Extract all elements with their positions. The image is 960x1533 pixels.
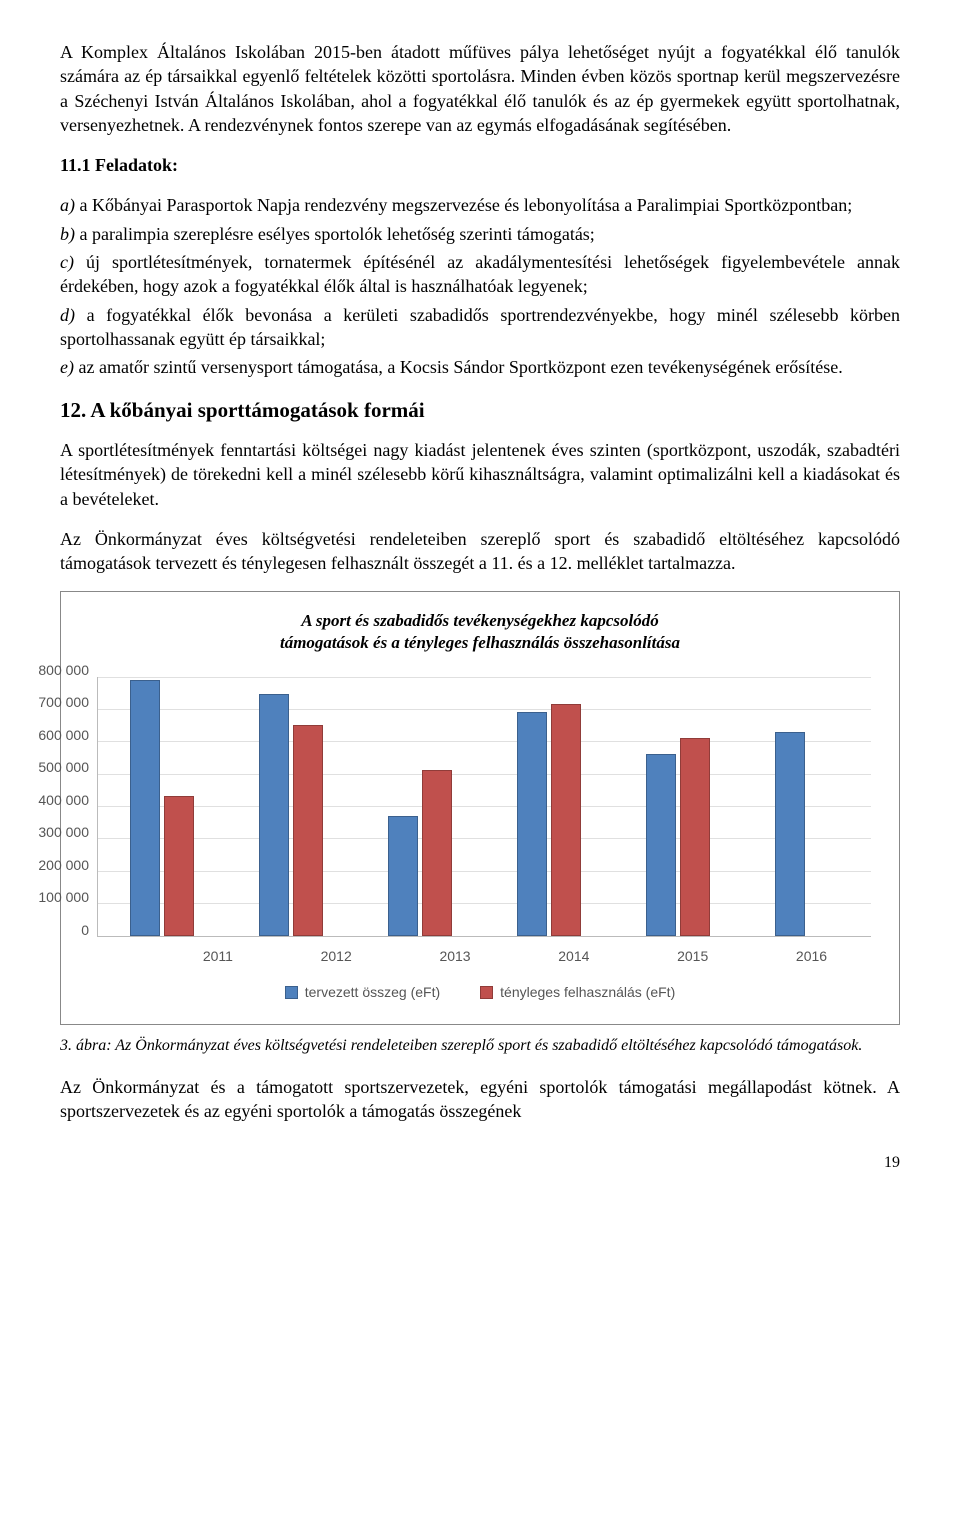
chart-x-tick: 2014 (558, 947, 589, 966)
chart-x-tick: 2012 (321, 947, 352, 966)
page-number: 19 (60, 1152, 900, 1174)
chart-plot-area: 800 000700 000600 000500 000400 000300 0… (89, 677, 871, 937)
task-item-e: e) az amatőr szintű versenysport támogat… (60, 355, 900, 379)
chart-y-axis: 800 000700 000600 000500 000400 000300 0… (89, 677, 97, 937)
chart-bar (775, 732, 805, 936)
task-text: a fogyatékkal élők bevonása a kerületi s… (60, 305, 900, 349)
chart-title: A sport és szabadidős tevékenységekhez k… (89, 610, 871, 654)
chart-plot (97, 677, 871, 937)
chart-legend-swatch (480, 986, 493, 999)
chart-bar (388, 816, 418, 936)
task-letter: d) (60, 305, 75, 325)
chart-bar-group (775, 677, 839, 936)
task-letter: a) (60, 195, 75, 215)
chart-bar-group (130, 677, 194, 936)
chart-bar (680, 738, 710, 935)
task-text: az amatőr szintű versenysport támogatása… (74, 357, 843, 377)
task-item-c: c) új sportlétesítmények, tornatermek ép… (60, 250, 900, 299)
body-paragraph: A Komplex Általános Iskolában 2015-ben á… (60, 40, 900, 137)
chart-bar-group (517, 677, 581, 936)
task-item-a: a) a Kőbányai Parasportok Napja rendezvé… (60, 193, 900, 217)
task-letter: e) (60, 357, 74, 377)
chart-legend-item: tényleges felhasználás (eFt) (480, 983, 675, 1002)
chart-legend-label: tervezett összeg (eFt) (305, 983, 440, 1002)
chart-bar-group (259, 677, 323, 936)
task-text: a paralimpia szereplésre esélyes sportol… (75, 224, 595, 244)
section-12-title: 12. A kőbányai sporttámogatások formái (60, 396, 900, 424)
body-paragraph: Az Önkormányzat éves költségvetési rende… (60, 527, 900, 576)
body-paragraph: Az Önkormányzat és a támogatott sportsze… (60, 1075, 900, 1124)
task-letter: b) (60, 224, 75, 244)
chart-legend-item: tervezett összeg (eFt) (285, 983, 440, 1002)
chart-bar (551, 704, 581, 935)
chart-x-tick: 2013 (439, 947, 470, 966)
chart-x-tick: 2011 (203, 947, 233, 966)
body-paragraph: A sportlétesítmények fenntartási költség… (60, 438, 900, 511)
task-text: a Kőbányai Parasportok Napja rendezvény … (75, 195, 852, 215)
chart-bar (130, 680, 160, 936)
tasks-label: 11.1 Feladatok: (60, 155, 178, 175)
chart-bar (259, 694, 289, 935)
chart-bars (98, 677, 871, 936)
chart-x-tick: 2016 (796, 947, 827, 966)
chart-bar-group (388, 677, 452, 936)
chart-title-line2: támogatások és a tényleges felhasználás … (280, 633, 680, 652)
chart-title-line1: A sport és szabadidős tevékenységekhez k… (301, 611, 658, 630)
chart-legend: tervezett összeg (eFt) tényleges felhaszn… (89, 983, 871, 1002)
chart-bar (164, 796, 194, 935)
chart-bar (293, 725, 323, 935)
task-item-d: d) a fogyatékkal élők bevonása a kerület… (60, 303, 900, 352)
chart-bar-group (646, 677, 710, 936)
figure-caption: 3. ábra: Az Önkormányzat éves költségvet… (60, 1035, 900, 1057)
chart-bar (422, 770, 452, 935)
chart-legend-label: tényleges felhasználás (eFt) (500, 983, 675, 1002)
chart-x-axis: 2011 2012 2013 2014 2015 2016 (159, 947, 871, 966)
task-text: új sportlétesítmények, tornatermek építé… (60, 252, 900, 296)
subsection-heading: 11.1 Feladatok: (60, 153, 900, 177)
chart-bar (646, 754, 676, 935)
chart-container: A sport és szabadidős tevékenységekhez k… (60, 591, 900, 1025)
chart-bar (517, 712, 547, 935)
task-letter: c) (60, 252, 74, 272)
chart-legend-swatch (285, 986, 298, 999)
task-item-b: b) a paralimpia szereplésre esélyes spor… (60, 222, 900, 246)
chart-x-tick: 2015 (677, 947, 708, 966)
